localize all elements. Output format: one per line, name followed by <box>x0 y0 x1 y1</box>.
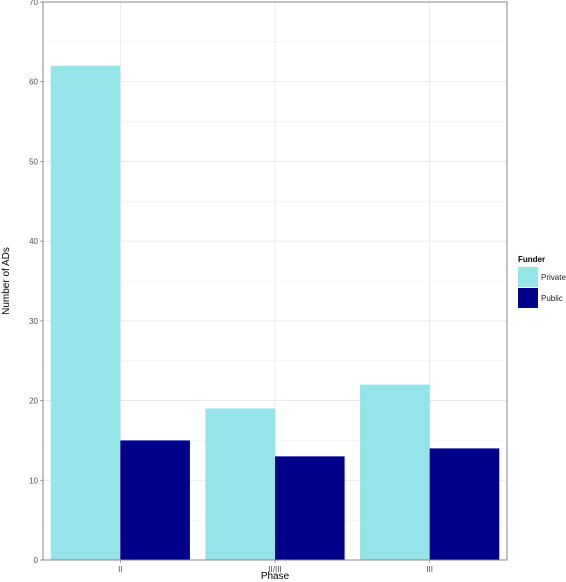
x-tick-label: III <box>426 565 433 574</box>
y-tick-label: 60 <box>29 78 38 87</box>
bar-private-0 <box>50 65 121 561</box>
x-axis-title: Phase <box>261 571 290 582</box>
y-tick-label: 0 <box>34 556 39 565</box>
y-tick-label: 20 <box>29 397 38 406</box>
legend-title: Funder <box>518 255 545 264</box>
y-tick-label: 10 <box>29 476 38 485</box>
x-axis: II II/III III <box>118 560 433 574</box>
y-axis: 0 10 20 30 40 50 60 70 <box>29 0 43 565</box>
legend-key-public <box>518 288 538 308</box>
y-tick-label: 40 <box>29 237 38 246</box>
bar-public-1 <box>275 456 345 560</box>
x-tick-label: II <box>118 565 122 574</box>
legend-label-public: Public <box>541 294 563 303</box>
y-axis-title: Number of ADs <box>1 247 12 315</box>
bars <box>50 65 500 561</box>
y-tick-label: 50 <box>29 157 38 166</box>
legend-label-private: Private <box>541 273 566 282</box>
bar-private-2 <box>360 384 430 560</box>
x-tick-label: II/III <box>268 565 281 574</box>
bar-public-2 <box>429 448 500 560</box>
legend: Funder Private Public <box>518 255 566 308</box>
legend-key-private <box>518 267 538 287</box>
y-tick-label: 30 <box>29 317 38 326</box>
bar-private-1 <box>205 408 275 560</box>
y-tick-label: 70 <box>29 0 38 7</box>
bar-public-0 <box>120 440 190 560</box>
